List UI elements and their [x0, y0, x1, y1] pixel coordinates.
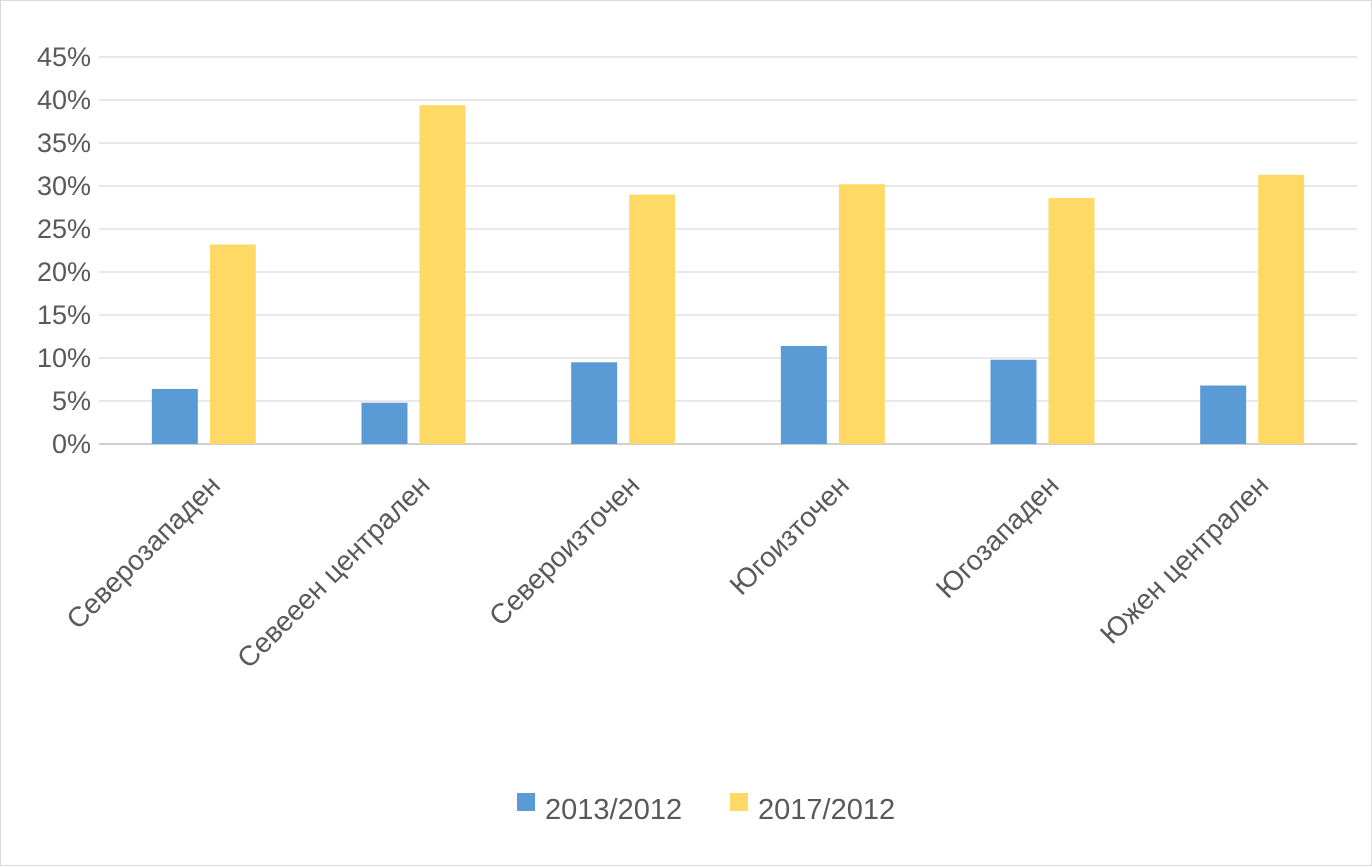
bar-2013-2012-3 [780, 345, 827, 444]
x-axis-tick-labels: Северозападен Севеeен централен Североизто… [60, 469, 1274, 674]
x-tick-label: Югозападен [930, 469, 1065, 604]
bar-2013-2012-5 [1200, 385, 1247, 444]
y-tick-label: 10% [37, 343, 91, 373]
legend-label: 2013/2012 [545, 794, 682, 826]
bar-2013-2012-0 [151, 388, 198, 444]
y-tick-label: 30% [37, 171, 91, 201]
y-axis-tick-labels: 0% 5% 10% 15% 20% 25% 30% 35% 40% 45% [37, 42, 91, 459]
x-tick-label: Югоизточен [724, 469, 856, 601]
legend: 2013/2012 2017/2012 [517, 793, 895, 826]
bar-2017-2012-1 [419, 105, 466, 444]
y-tick-label: 40% [37, 85, 91, 115]
y-tick-label: 5% [52, 386, 91, 416]
y-tick-label: 45% [37, 42, 91, 72]
y-tick-label: 15% [37, 300, 91, 330]
bar-2013-2012-2 [571, 362, 618, 444]
bar-2017-2012-0 [209, 244, 256, 444]
legend-label: 2017/2012 [758, 794, 895, 826]
legend-swatch [517, 793, 535, 811]
y-tick-label: 35% [37, 128, 91, 158]
bar-2017-2012-4 [1048, 198, 1095, 444]
x-tick-label: Южен централен [1094, 469, 1274, 649]
bar-2013-2012-4 [990, 359, 1037, 444]
y-tick-label: 25% [37, 214, 91, 244]
x-tick-label: Северозападен [60, 469, 226, 635]
y-tick-label: 20% [37, 257, 91, 287]
bar-2017-2012-2 [629, 194, 676, 444]
bars [151, 105, 1305, 444]
x-tick-label: Севеeен централен [231, 469, 436, 674]
bar-2013-2012-1 [361, 402, 408, 444]
y-tick-label: 0% [52, 429, 91, 459]
legend-swatch [730, 793, 748, 811]
gridlines [99, 56, 1357, 445]
bar-2017-2012-5 [1258, 174, 1305, 444]
x-tick-label: Североизточен [483, 469, 645, 631]
bar-2017-2012-3 [838, 184, 885, 444]
